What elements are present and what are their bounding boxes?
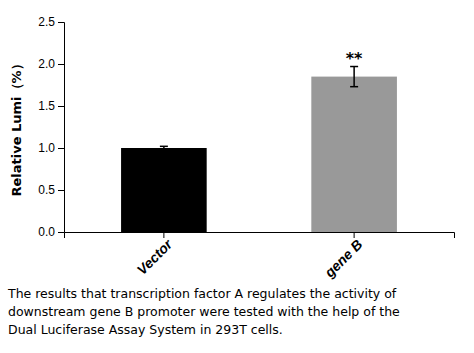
y-tick: 1.0 xyxy=(38,141,64,155)
x-axis-line xyxy=(65,233,455,239)
y-tick: 2.5 xyxy=(38,15,64,29)
significance-marker: ** xyxy=(346,49,363,68)
error-bar-cap xyxy=(160,149,168,151)
y-axis-title: Relative Lumi（%） xyxy=(9,57,24,196)
x-tick-label: gene B xyxy=(321,236,366,281)
y-tick-label: 0.0 xyxy=(38,225,55,239)
y-axis: 0.0 0.5 1.0 1.5 2.0 2.5 xyxy=(38,15,64,239)
bar xyxy=(121,148,207,232)
y-tick-mark xyxy=(58,232,64,233)
error-bar-cap xyxy=(350,86,358,88)
y-tick-label: 2.0 xyxy=(38,57,55,71)
y-tick: 0.0 xyxy=(38,225,64,239)
y-tick: 2.0 xyxy=(38,57,64,71)
y-tick-label: 2.5 xyxy=(38,15,55,29)
marks xyxy=(121,67,397,232)
y-tick-label: 1.5 xyxy=(38,99,55,113)
y-tick-mark xyxy=(58,106,64,107)
y-tick-mark xyxy=(58,190,64,191)
y-tick-mark xyxy=(58,148,64,149)
plot: 0.0 0.5 1.0 1.5 2.0 2.5 Vector gene B ** xyxy=(38,15,454,281)
caption-line: Dual Luciferase Assay System in 293T cel… xyxy=(8,322,283,337)
y-tick-label: 0.5 xyxy=(38,183,55,197)
caption-line: downstream gene B promoter were tested w… xyxy=(8,304,400,319)
y-tick-mark xyxy=(58,64,64,65)
x-tick: gene B xyxy=(321,232,366,281)
x-tick-label: Vector xyxy=(134,235,177,278)
y-tick-mark xyxy=(58,22,64,23)
x-axis: Vector gene B xyxy=(65,232,455,281)
bar xyxy=(311,77,397,232)
error-bar xyxy=(350,67,358,87)
y-tick: 0.5 xyxy=(38,183,64,197)
y-tick: 1.5 xyxy=(38,99,64,113)
y-tick-label: 1.0 xyxy=(38,141,55,155)
chart: 0.0 0.5 1.0 1.5 2.0 2.5 Vector gene B ** Relative… xyxy=(0,0,474,353)
error-bar-cap xyxy=(160,146,168,148)
caption-line: The results that transcription factor A … xyxy=(7,286,397,301)
error-bar xyxy=(160,146,168,149)
x-tick: Vector xyxy=(134,232,177,278)
error-bar-stem xyxy=(353,67,355,87)
caption: The results that transcription factor A … xyxy=(7,286,400,337)
y-axis-line xyxy=(58,23,65,233)
